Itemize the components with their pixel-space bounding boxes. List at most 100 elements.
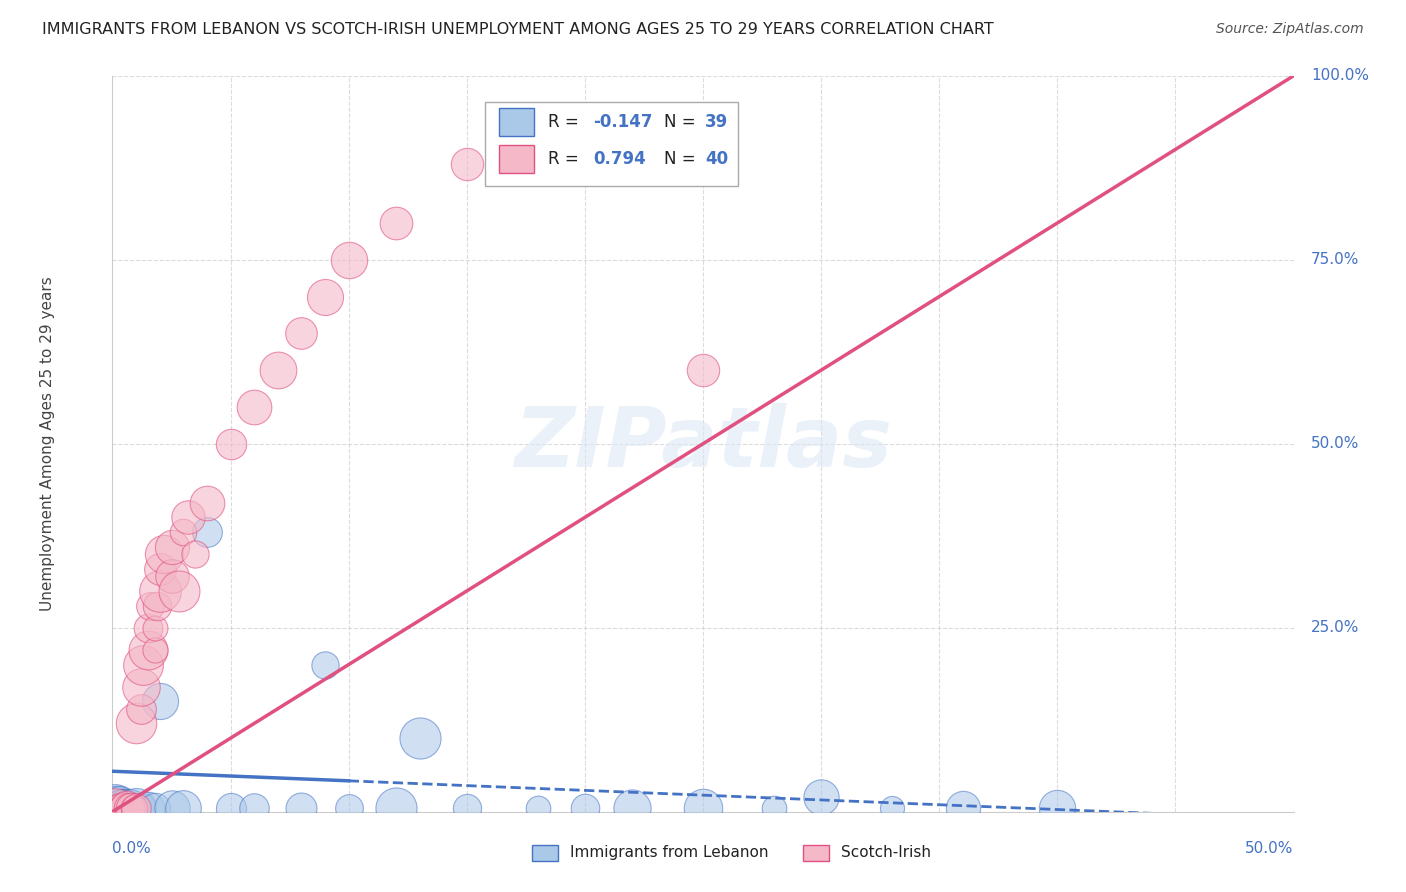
- Point: [692, 363, 714, 377]
- Point: [337, 252, 360, 267]
- Point: [129, 801, 152, 815]
- Point: [160, 540, 183, 554]
- Point: [456, 157, 478, 171]
- Point: [120, 801, 142, 815]
- Point: [526, 801, 548, 815]
- Point: [112, 801, 135, 815]
- Text: ZIPatlas: ZIPatlas: [515, 403, 891, 484]
- Point: [115, 801, 138, 815]
- Point: [136, 621, 159, 635]
- Point: [160, 569, 183, 583]
- Point: [120, 798, 142, 813]
- Point: [118, 801, 141, 815]
- Point: [385, 801, 408, 815]
- Point: [125, 801, 148, 815]
- Text: 100.0%: 100.0%: [1312, 69, 1369, 83]
- Point: [146, 599, 169, 613]
- Point: [621, 801, 644, 815]
- Point: [149, 694, 172, 708]
- Point: [184, 547, 207, 561]
- Point: [149, 562, 172, 576]
- Point: [108, 801, 131, 815]
- Text: Scotch-Irish: Scotch-Irish: [841, 845, 931, 860]
- FancyBboxPatch shape: [499, 108, 534, 136]
- Point: [129, 680, 152, 694]
- Text: 0.0%: 0.0%: [112, 841, 152, 856]
- Point: [243, 801, 266, 815]
- Text: 25.0%: 25.0%: [1312, 620, 1360, 635]
- Point: [108, 797, 131, 812]
- Text: R =: R =: [548, 113, 585, 131]
- Text: 39: 39: [706, 113, 728, 131]
- Point: [132, 657, 155, 672]
- Point: [385, 216, 408, 230]
- Point: [125, 801, 148, 815]
- Point: [177, 510, 200, 524]
- Point: [219, 436, 242, 450]
- FancyBboxPatch shape: [499, 145, 534, 173]
- Point: [125, 716, 148, 731]
- Point: [143, 621, 166, 635]
- Point: [574, 801, 596, 815]
- Point: [195, 496, 218, 510]
- Point: [129, 701, 152, 715]
- Text: 75.0%: 75.0%: [1312, 252, 1360, 268]
- Point: [143, 642, 166, 657]
- Point: [136, 801, 159, 815]
- Point: [167, 584, 190, 599]
- Text: Immigrants from Lebanon: Immigrants from Lebanon: [569, 845, 768, 860]
- Point: [122, 801, 145, 815]
- Point: [118, 801, 141, 815]
- Text: Unemployment Among Ages 25 to 29 years: Unemployment Among Ages 25 to 29 years: [39, 277, 55, 611]
- Point: [111, 801, 134, 815]
- Point: [526, 128, 548, 142]
- FancyBboxPatch shape: [531, 845, 558, 861]
- Point: [143, 801, 166, 815]
- FancyBboxPatch shape: [803, 845, 830, 861]
- Point: [153, 547, 176, 561]
- Point: [111, 801, 134, 815]
- Point: [219, 801, 242, 815]
- Point: [195, 524, 218, 539]
- Text: 50.0%: 50.0%: [1312, 436, 1360, 451]
- Point: [337, 801, 360, 815]
- Point: [105, 798, 128, 813]
- Point: [1046, 801, 1069, 815]
- Point: [290, 326, 312, 341]
- Point: [172, 801, 194, 815]
- Point: [880, 801, 903, 815]
- Point: [267, 363, 290, 377]
- Text: -0.147: -0.147: [593, 113, 652, 131]
- Point: [112, 801, 135, 815]
- Text: 50.0%: 50.0%: [1246, 841, 1294, 856]
- Point: [408, 731, 430, 746]
- Text: 40: 40: [706, 150, 728, 168]
- FancyBboxPatch shape: [485, 102, 738, 186]
- Point: [160, 801, 183, 815]
- Point: [290, 801, 312, 815]
- Point: [952, 801, 974, 815]
- Point: [314, 657, 336, 672]
- Point: [105, 801, 128, 815]
- Point: [105, 801, 128, 815]
- Point: [810, 790, 832, 805]
- Point: [172, 524, 194, 539]
- Text: IMMIGRANTS FROM LEBANON VS SCOTCH-IRISH UNEMPLOYMENT AMONG AGES 25 TO 29 YEARS C: IMMIGRANTS FROM LEBANON VS SCOTCH-IRISH …: [42, 22, 994, 37]
- Point: [692, 801, 714, 815]
- Point: [139, 599, 162, 613]
- Text: N =: N =: [664, 113, 702, 131]
- Point: [104, 801, 127, 815]
- Text: Source: ZipAtlas.com: Source: ZipAtlas.com: [1216, 22, 1364, 37]
- Text: N =: N =: [664, 150, 702, 168]
- Point: [115, 801, 138, 815]
- Text: 0.794: 0.794: [593, 150, 645, 168]
- Point: [456, 801, 478, 815]
- Point: [243, 400, 266, 414]
- Point: [108, 801, 131, 815]
- Text: R =: R =: [548, 150, 585, 168]
- Point: [314, 289, 336, 303]
- Point: [149, 584, 172, 599]
- Point: [112, 796, 135, 810]
- Point: [104, 801, 127, 815]
- Point: [762, 801, 785, 815]
